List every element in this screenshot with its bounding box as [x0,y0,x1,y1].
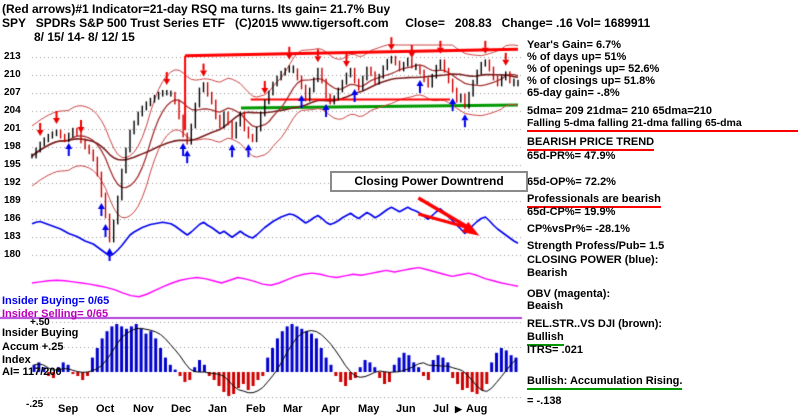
price-tick: 180 [4,249,21,260]
stat-cp-vs-pr: CP%vsPr%= -28.1% [527,223,631,235]
stat-openings-up: % of openings up= 52.6% [527,63,660,75]
insider-buying-count: Insider Buying= 0/65 [2,295,110,307]
obv-label: OBV (magenta): [527,288,611,300]
accum-scale-top: +.50 [30,317,50,328]
stat-years-gain: Year's Gain= 6.7% [527,39,622,51]
price-tick: 213 [4,51,21,62]
month-label: Sep [58,403,79,415]
date-range: 8/ 15/ 14- 8/ 12/ 15 [34,30,135,44]
price-tick: 198 [4,141,21,152]
month-label: Apr [321,403,340,415]
price-tick: 192 [4,177,21,188]
month-label: Jul [433,403,449,415]
obv-status: Beaish [527,300,564,312]
stat-65d-pr: 65d-PR%= 47.9% [527,150,616,162]
accum-label: Accum +.25 [2,341,64,353]
bottom-value: = -.138 [527,395,562,407]
stat-65day-gain: 65-day gain= -.8% [527,87,620,99]
rel-str-status: Bullish [527,331,564,346]
price-tick: 189 [4,195,21,206]
price-tick: 183 [4,231,21,242]
rel-str-label: REL.STR..VS DJI (brown): [527,318,663,330]
stat-strength: Strength Profess/Pub= 1.5 [527,240,665,252]
stat-days-up: % of days up= 51% [527,51,627,63]
closing-power-status: Bearish [527,267,568,279]
accum-panel-title: Insider Buying [2,327,79,339]
stat-bearish-trend: BEARISH PRICE TREND [527,136,655,151]
month-label: Aug [466,403,488,415]
stats-panel: Year's Gain= 6.7% % of days up= 51% % of… [527,0,800,417]
stat-65d-op: 65d-OP%= 72.2% [527,176,616,188]
price-tick: 204 [4,105,21,116]
stat-falling-dma: Falling 5-dma falling 21-dma falling 65-… [527,117,798,132]
price-tick: 186 [4,213,21,224]
stat-closings-up: % of closings up= 51.8% [527,75,656,87]
price-tick: 195 [4,159,21,170]
accum-note: Bullish: Accumulation Rising. [527,375,683,390]
accum-scale-bottom: -.25 [26,399,44,410]
month-label: Nov [133,403,154,415]
month-label: Mar [283,403,303,415]
itrs-value: ITRS= .021 [527,344,583,356]
price-tick: 207 [4,87,21,98]
closing-power-label: CLOSING POWER (blue): [527,254,659,266]
stat-65d-cp: 65d-CP%= 19.9% [527,206,616,218]
stat-professionals: Professionals are bearish [527,193,661,208]
indicator-header-line: (Red arrows)#1 Indicator=21-day RSQ ma t… [2,2,391,16]
insider-selling-count: Insider Selling= 0/65 [2,308,109,320]
ticker-header-line: SPY SPDRs S&P 500 Trust Series ETF (C)20… [2,16,651,30]
month-label: May [358,403,380,415]
ai-value: AI= 117/200 [2,366,62,378]
price-tick: 210 [4,69,21,80]
month-label: Feb [246,403,266,415]
month-label: Jun [396,403,416,415]
month-label: Jan [208,403,227,415]
current-month-arrow-icon: ▶ [455,404,462,414]
month-label: Dec [171,403,192,415]
index-label: Index [2,354,31,366]
month-label: Oct [96,403,115,415]
price-tick: 201 [4,123,21,134]
stat-dma-values: 5dma= 209 21dma= 210 65dma=210 [527,105,712,117]
cp-downtrend-callout: Closing Power Downtrend [330,171,528,192]
